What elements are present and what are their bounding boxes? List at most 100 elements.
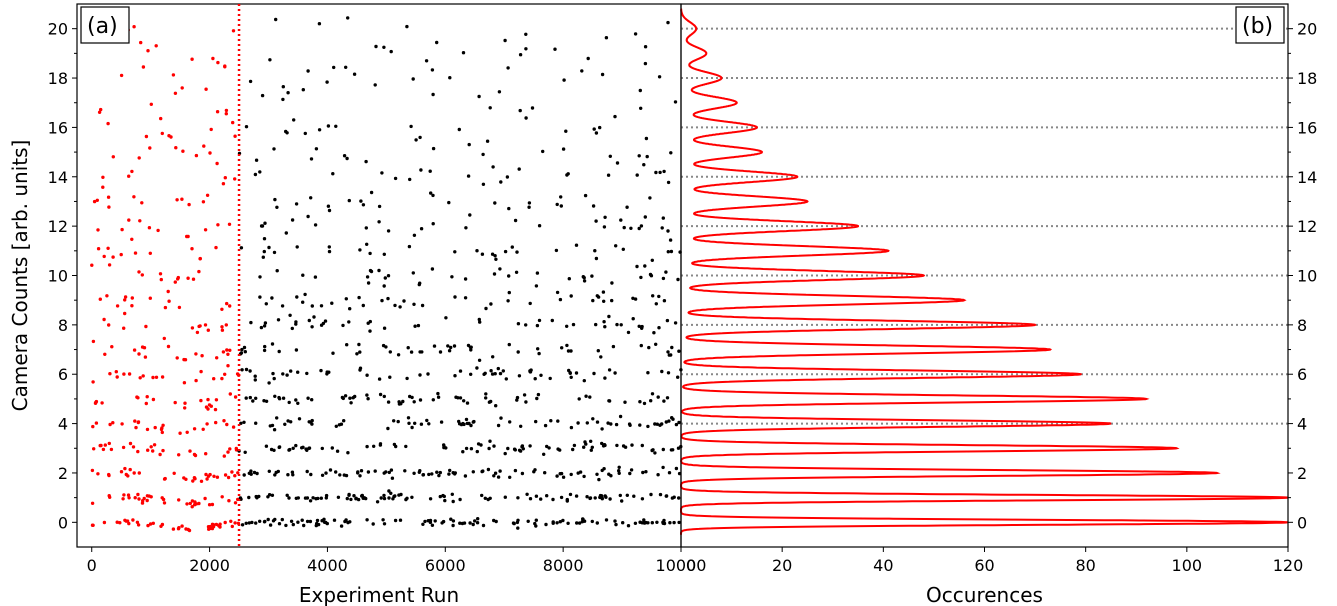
data-point	[163, 476, 167, 481]
data-point	[640, 497, 645, 501]
data-point	[254, 396, 258, 400]
data-point	[365, 373, 369, 377]
data-point	[227, 222, 232, 226]
data-point	[106, 246, 110, 250]
data-point	[446, 344, 450, 348]
data-point	[319, 496, 323, 500]
data-point	[148, 296, 152, 300]
data-point	[654, 342, 658, 346]
data-point	[287, 496, 291, 500]
data-point	[614, 422, 619, 427]
data-point	[146, 49, 150, 53]
data-point	[291, 473, 295, 477]
data-point	[91, 339, 96, 344]
data-point	[403, 469, 407, 473]
data-point	[357, 342, 361, 347]
data-point	[420, 303, 425, 308]
data-point	[341, 323, 345, 328]
data-point	[645, 154, 649, 159]
data-point	[294, 398, 298, 402]
data-point	[650, 521, 654, 525]
x-tick-label: 0	[686, 556, 696, 575]
data-point	[673, 100, 678, 104]
data-point	[549, 419, 553, 423]
data-point	[571, 322, 576, 327]
data-point	[461, 450, 465, 454]
data-point	[357, 295, 361, 300]
data-point	[153, 425, 157, 430]
data-point	[180, 524, 184, 528]
data-point	[359, 469, 364, 473]
data-point	[488, 496, 492, 500]
data-point	[176, 275, 180, 280]
y-tick-label: 6	[1297, 365, 1307, 384]
data-point	[622, 225, 626, 230]
data-point	[106, 121, 110, 126]
data-point	[463, 277, 468, 281]
data-point	[250, 520, 254, 525]
data-point	[101, 175, 105, 179]
data-point	[275, 416, 279, 420]
data-point	[206, 328, 210, 332]
data-point	[644, 136, 649, 141]
data-point	[559, 471, 564, 476]
data-point	[310, 398, 314, 402]
data-point	[262, 399, 266, 403]
data-point	[102, 254, 106, 259]
data-point	[181, 149, 185, 153]
data-point	[449, 345, 453, 350]
data-point	[228, 447, 232, 451]
data-point	[303, 292, 307, 297]
panel-b-x-ticks: 20 40 60 80 100 120 0	[680, 547, 1303, 575]
data-point	[642, 401, 647, 406]
data-point	[613, 114, 617, 119]
data-point	[317, 22, 322, 26]
data-point	[451, 499, 455, 504]
data-point	[405, 496, 409, 500]
data-point	[175, 198, 179, 202]
data-point	[222, 419, 226, 423]
data-point	[582, 279, 587, 283]
data-point	[565, 324, 569, 328]
data-point	[654, 170, 658, 175]
data-point	[270, 493, 275, 497]
data-point	[141, 65, 146, 69]
data-point	[248, 395, 252, 400]
data-point	[447, 472, 451, 476]
data-point	[105, 294, 109, 298]
data-point	[225, 348, 229, 352]
data-point	[655, 520, 659, 524]
data-point	[365, 518, 369, 522]
data-point	[215, 110, 220, 114]
data-point	[555, 290, 560, 295]
data-point	[248, 369, 252, 373]
data-point	[410, 425, 414, 430]
data-point	[642, 163, 646, 167]
data-point	[99, 443, 103, 448]
data-point	[603, 325, 607, 329]
data-point	[141, 499, 145, 503]
data-point	[249, 469, 253, 473]
data-point	[120, 227, 124, 232]
data-point	[174, 146, 178, 150]
data-point	[372, 444, 376, 448]
data-point	[147, 226, 152, 230]
data-point	[484, 306, 488, 311]
data-point	[633, 297, 638, 301]
data-point	[190, 326, 195, 330]
data-point	[319, 304, 324, 308]
data-point	[336, 495, 341, 499]
data-point	[123, 298, 127, 302]
data-point	[217, 524, 221, 528]
data-point	[504, 377, 508, 381]
data-point	[581, 517, 585, 521]
data-point	[204, 472, 208, 477]
data-point	[494, 404, 498, 408]
data-point	[92, 199, 97, 204]
data-point	[220, 325, 224, 329]
data-point	[402, 299, 406, 303]
data-point	[481, 182, 486, 186]
data-point	[255, 471, 259, 476]
data-point	[115, 375, 119, 379]
